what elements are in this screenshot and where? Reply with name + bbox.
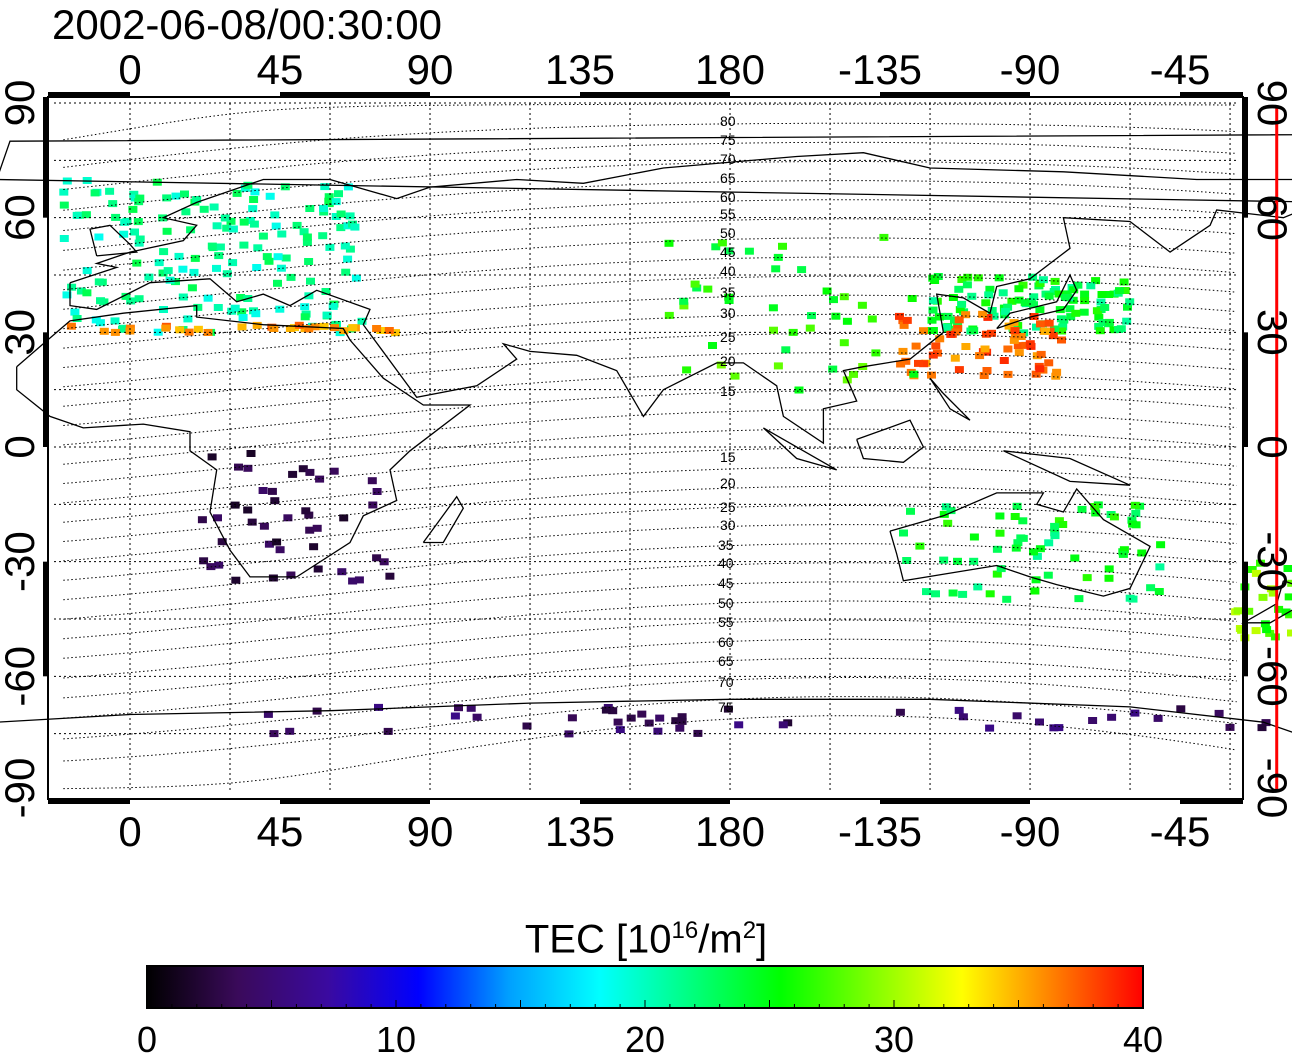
colorbar-ticks: 0 10 20 30 40 <box>137 1000 1163 1057</box>
contour-label-s60: 60 <box>718 634 734 650</box>
lon-tick-bottom-135: 135 <box>545 808 615 855</box>
coastlines <box>0 134 1292 733</box>
contour-label-n45: 45 <box>720 244 736 260</box>
contour-label-n65: 65 <box>720 170 736 186</box>
lon-tick-top--45: -45 <box>1150 46 1211 93</box>
colorbar-tick-40: 40 <box>1123 1019 1163 1057</box>
contour-label-s45: 45 <box>718 575 734 591</box>
lat-tick-left-90: 90 <box>0 80 43 127</box>
longitude-ticks-top: 0 45 90 135 180 -135 -90 -45 <box>118 46 1210 93</box>
contour-label-n80: 80 <box>720 113 736 129</box>
lat-tick-right-90: 90 <box>1249 80 1292 127</box>
coast-africa <box>16 304 472 578</box>
coast-philippines <box>929 377 971 421</box>
contour-label-s40: 40 <box>718 555 734 571</box>
colorbar-label: TEC [1016/m2] <box>524 917 768 962</box>
lat-tick-right--30: -30 <box>1249 531 1292 592</box>
latitude-ticks-right: 90 60 30 0 -30 -60 -90 <box>1249 80 1292 819</box>
contour-label-s15: 15 <box>720 449 736 465</box>
contour-label-s55: 55 <box>718 614 734 630</box>
coast-madagascar <box>422 495 465 544</box>
lon-tick-top-0: 0 <box>118 46 141 93</box>
contour-label-n60: 60 <box>720 189 736 205</box>
contour-label-n75: 75 <box>720 132 736 148</box>
colorbar-tick-10: 10 <box>376 1019 416 1057</box>
contour-label-s75: 75 <box>718 699 734 715</box>
coast-japan <box>996 273 1078 330</box>
frame-ticks <box>43 92 1248 804</box>
lon-tick-top--135: -135 <box>838 46 922 93</box>
contour-label-n55: 55 <box>720 206 736 222</box>
longitude-ticks-bottom: 0 45 90 135 180 -135 -90 -45 <box>118 808 1210 855</box>
lon-tick-top--90: -90 <box>1000 46 1061 93</box>
coast-sumatra <box>762 427 838 471</box>
tec-data-points <box>59 177 1292 738</box>
contour-label-n35: 35 <box>720 284 736 300</box>
lon-tick-top-45: 45 <box>257 46 304 93</box>
contour-label-s25: 25 <box>720 499 736 515</box>
lon-tick-bottom--45: -45 <box>1150 808 1211 855</box>
lat-tick-right-60: 60 <box>1249 194 1292 241</box>
contour-label-s30: 30 <box>720 517 736 533</box>
contour-label-n30: 30 <box>720 305 736 321</box>
magnetic-latitude-contours <box>63 103 1237 790</box>
lat-tick-left--30: -30 <box>0 531 43 592</box>
lat-tick-left-30: 30 <box>0 309 43 356</box>
lat-tick-left-0: 0 <box>0 435 43 458</box>
lat-tick-right-0: 0 <box>1249 435 1292 458</box>
lon-tick-top-90: 90 <box>407 46 454 93</box>
coast-uk <box>89 224 139 257</box>
colorbar-tick-20: 20 <box>625 1019 665 1057</box>
contour-label-s50: 50 <box>718 595 734 611</box>
contour-label-n15: 15 <box>720 383 736 399</box>
map-title: 2002-06-08/00:30:00 <box>52 1 442 48</box>
coast-borneo <box>856 419 925 463</box>
contour-label-n70: 70 <box>720 151 736 167</box>
contour-label-n20: 20 <box>720 353 736 369</box>
lon-tick-bottom--135: -135 <box>838 808 922 855</box>
lat-tick-left-60: 60 <box>0 194 43 241</box>
lat-tick-left--90: -90 <box>0 758 43 819</box>
contour-label-n25: 25 <box>720 329 736 345</box>
contour-label-n40: 40 <box>720 263 736 279</box>
lon-tick-bottom-180: 180 <box>695 808 765 855</box>
contour-label-s65: 65 <box>718 653 734 669</box>
lat-tick-right--60: -60 <box>1249 646 1292 707</box>
contour-label-s70: 70 <box>718 674 734 690</box>
coast-europe_asia <box>69 152 1292 445</box>
graticule <box>54 102 1237 793</box>
colorbar-tick-0: 0 <box>137 1019 157 1057</box>
lon-tick-top-180: 180 <box>695 46 765 93</box>
lon-tick-bottom-90: 90 <box>407 808 454 855</box>
contour-label-s20: 20 <box>720 475 736 491</box>
latitude-ticks-left: 90 60 30 0 -30 -60 -90 <box>0 80 43 819</box>
lon-tick-bottom-0: 0 <box>118 808 141 855</box>
colorbar <box>146 965 1144 1009</box>
coast-antarctica <box>0 698 1292 733</box>
lat-tick-left--60: -60 <box>0 646 43 707</box>
lat-tick-right-30: 30 <box>1249 309 1292 356</box>
contour-label-s35: 35 <box>718 537 734 553</box>
contour-label-n50: 50 <box>720 225 736 241</box>
contour-labels: 8075706560555045403530252015152025303540… <box>718 113 736 715</box>
lat-tick-right--90: -90 <box>1249 758 1292 819</box>
lon-tick-top-135: 135 <box>545 46 615 93</box>
colorbar-tick-30: 30 <box>874 1019 914 1057</box>
lon-tick-bottom--90: -90 <box>1000 808 1061 855</box>
coast-newguinea <box>1003 450 1131 486</box>
lon-tick-bottom-45: 45 <box>257 808 304 855</box>
map-frame <box>47 96 1244 800</box>
coast-australia <box>889 487 1151 597</box>
